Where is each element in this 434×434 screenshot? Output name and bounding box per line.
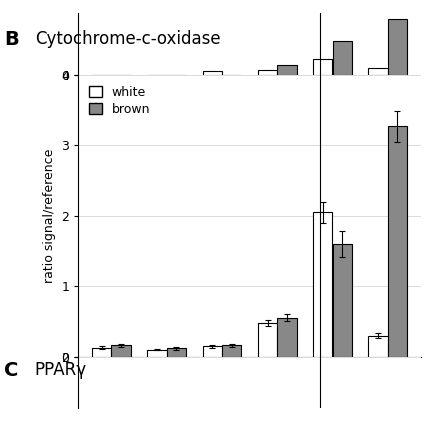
Bar	[332, 41, 352, 75]
Bar	[258, 69, 277, 75]
Text: B: B	[4, 30, 19, 49]
Bar	[258, 323, 277, 357]
Bar	[313, 59, 332, 75]
Y-axis label: ratio signal/reference: ratio signal/reference	[43, 148, 56, 283]
Bar	[167, 348, 186, 357]
Bar	[313, 212, 332, 357]
Legend: white, brown: white, brown	[84, 81, 155, 121]
Bar	[92, 348, 111, 357]
Bar	[203, 346, 222, 357]
Bar	[147, 350, 167, 357]
Bar	[222, 345, 241, 357]
Bar	[111, 345, 131, 357]
Bar	[277, 318, 296, 357]
Text: C: C	[4, 361, 19, 380]
Bar	[388, 19, 407, 75]
Text: Cytochrome-c-oxidase: Cytochrome-c-oxidase	[35, 30, 220, 49]
Bar	[388, 126, 407, 357]
Bar	[277, 66, 296, 75]
Text: PPARγ: PPARγ	[35, 361, 87, 379]
Bar	[368, 335, 388, 357]
Bar	[203, 72, 222, 75]
Bar	[332, 244, 352, 357]
Bar	[368, 69, 388, 75]
